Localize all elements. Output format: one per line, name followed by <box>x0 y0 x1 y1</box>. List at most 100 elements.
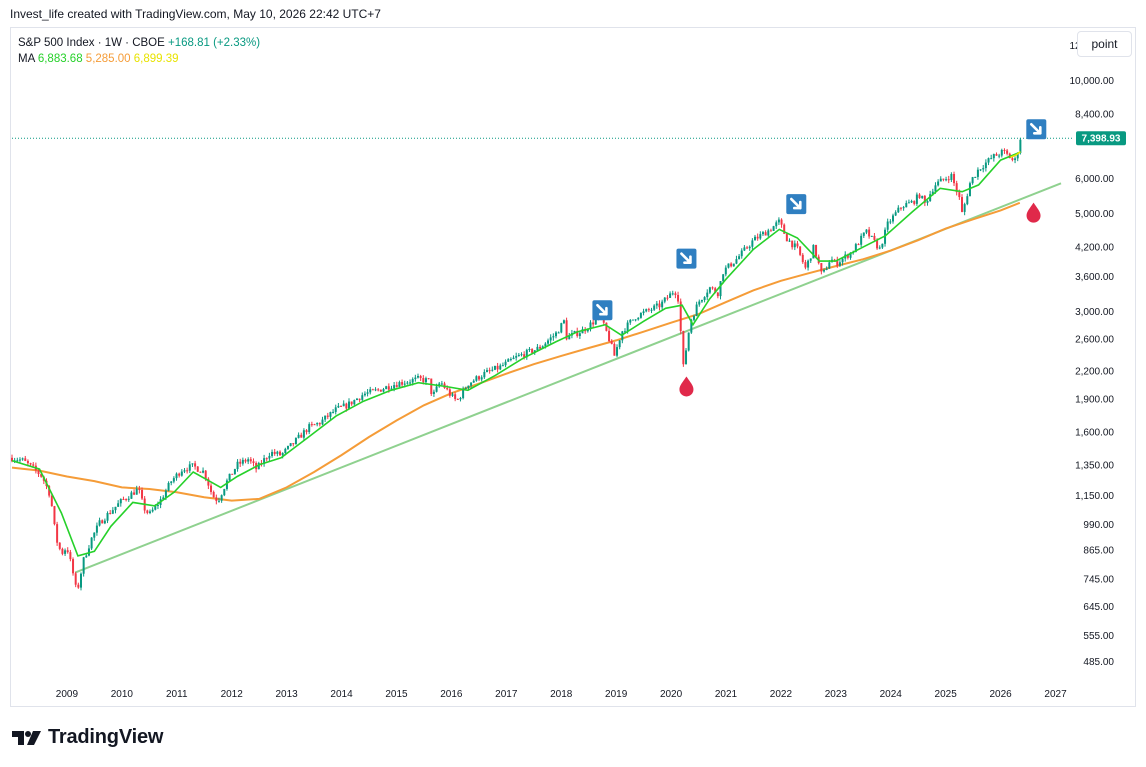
candle-body <box>138 488 141 491</box>
candle-body <box>133 492 136 495</box>
candle-body <box>207 478 210 486</box>
legend-ma-row: MA 6,883.68 5,285.00 6,899.39 <box>18 51 260 67</box>
tradingview-logo[interactable]: TradingView <box>12 726 163 749</box>
candle-body <box>393 385 396 389</box>
arrow-down-right-icon[interactable] <box>786 194 807 215</box>
candle-body <box>722 274 725 282</box>
candle-body <box>921 195 924 199</box>
candle-body <box>199 471 202 473</box>
candle-body <box>265 458 268 460</box>
y-tick-label: 865.00 <box>1083 546 1114 557</box>
drop-shape <box>1026 202 1041 223</box>
candle-body <box>703 297 706 301</box>
legend-symbol-row: S&P 500 Index · 1W · CBOE +168.81 (+2.33… <box>18 35 260 51</box>
candle-body <box>1000 149 1003 156</box>
candle-body <box>217 500 220 502</box>
candle-body <box>923 195 926 203</box>
candle-body <box>1016 153 1019 159</box>
arrow-down-right-icon[interactable] <box>592 300 613 321</box>
candle-body <box>212 491 215 498</box>
candle-body <box>539 346 542 349</box>
candle-body <box>236 461 239 470</box>
y-tick-label: 4,200.00 <box>1075 242 1114 253</box>
candle-body <box>148 511 151 513</box>
candle-body <box>297 434 300 438</box>
candle-body <box>316 423 319 425</box>
candle-body <box>103 520 106 524</box>
candle-body <box>151 509 154 512</box>
candle-body <box>960 197 963 212</box>
y-tick-label: 8,400.00 <box>1075 109 1114 120</box>
candle-body <box>188 464 191 471</box>
x-tick-label: 2019 <box>605 689 628 700</box>
candle-body <box>700 300 703 302</box>
candle-body <box>507 359 510 362</box>
scale-mode-button[interactable]: point <box>1077 31 1132 57</box>
chart-frame[interactable] <box>10 27 1136 707</box>
candle-body <box>796 243 799 247</box>
candle-body <box>273 451 276 454</box>
candle-body <box>164 490 167 498</box>
x-tick-label: 2017 <box>495 689 518 700</box>
candle-body <box>820 263 823 272</box>
candle-body <box>833 259 836 261</box>
candle-body <box>764 232 767 236</box>
candle-body <box>191 463 194 465</box>
candle-body <box>334 407 337 412</box>
candle-body <box>385 386 388 390</box>
candle-body <box>878 247 881 249</box>
candle-body <box>141 490 144 499</box>
candle-body <box>918 194 921 199</box>
candle-body <box>788 240 791 242</box>
candle-body <box>685 350 688 365</box>
candle-body <box>679 301 682 331</box>
candle-body <box>417 376 420 378</box>
candle-body <box>279 451 282 456</box>
y-tick-label: 2,200.00 <box>1075 367 1114 378</box>
candle-body <box>899 207 902 209</box>
drop-icon[interactable] <box>1026 202 1041 223</box>
candle-body <box>735 259 738 264</box>
candle-body <box>576 331 579 337</box>
markers-group <box>592 119 1047 397</box>
candle-body <box>470 382 473 386</box>
candle-body <box>172 478 175 482</box>
candle-body <box>674 293 677 295</box>
candle-body <box>111 510 114 514</box>
candle-body <box>971 177 974 184</box>
candle-body <box>225 480 228 490</box>
candle-body <box>780 219 783 225</box>
candle-body <box>462 388 465 399</box>
candle-body <box>286 445 289 449</box>
candle-body <box>658 303 661 308</box>
candle-body <box>281 452 284 456</box>
candle-body <box>976 169 979 177</box>
ma-label: MA <box>18 53 35 65</box>
candle-body <box>1006 150 1009 154</box>
drop-icon[interactable] <box>679 376 694 397</box>
candle-body <box>82 557 85 574</box>
arrow-glyph <box>1030 122 1042 135</box>
candle-body <box>984 162 987 169</box>
x-tick-label: 2023 <box>825 689 848 700</box>
candle-body <box>350 401 353 405</box>
candle-body <box>233 469 236 475</box>
candle-body <box>907 202 910 204</box>
candle-body <box>714 288 717 293</box>
ma-fast-value: 6,883.68 <box>37 53 83 65</box>
y-tick-label: 5,000.00 <box>1075 209 1114 220</box>
candle-body <box>424 378 427 383</box>
candle-body <box>738 256 741 260</box>
x-tick-label: 2013 <box>275 689 298 700</box>
candle-body <box>371 389 374 391</box>
candle-body <box>156 504 159 506</box>
candle-body <box>602 318 605 323</box>
arrow-down-right-icon[interactable] <box>1026 119 1047 140</box>
symbol-label: S&P 500 Index · 1W · CBOE <box>18 37 165 49</box>
candle-body <box>955 183 958 193</box>
arrow-down-right-icon[interactable] <box>676 248 697 269</box>
candle-body <box>743 247 746 251</box>
candle-body <box>711 287 714 289</box>
ma-mid-group <box>1010 150 1021 158</box>
